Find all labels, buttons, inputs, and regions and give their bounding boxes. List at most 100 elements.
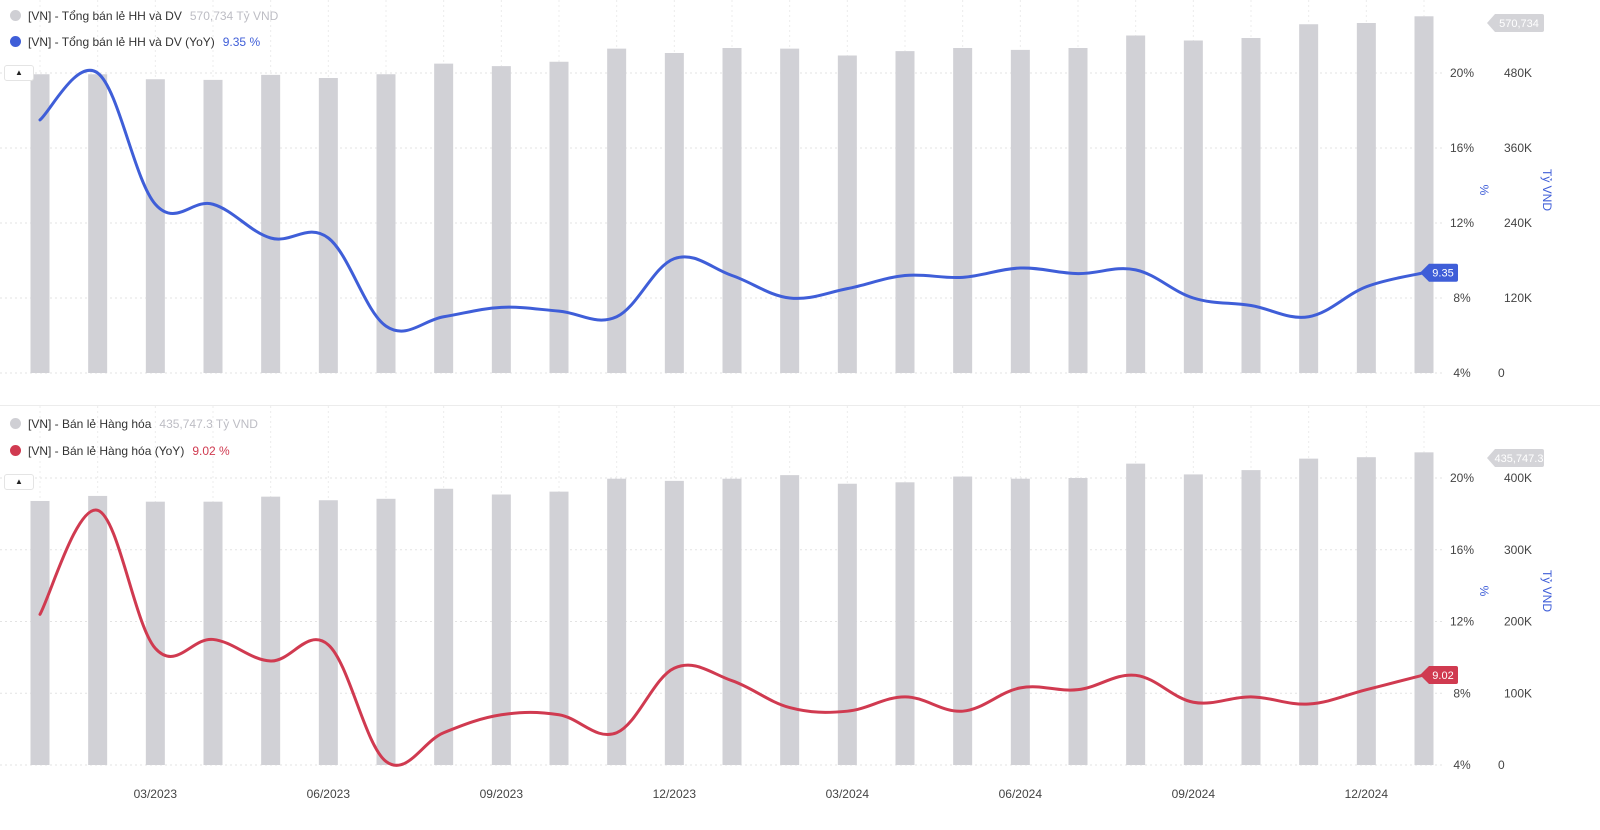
bar — [664, 480, 684, 765]
bar — [1010, 49, 1030, 373]
bar — [1183, 40, 1203, 373]
legend-dot-icon — [10, 445, 21, 456]
bar — [837, 55, 857, 373]
y-left-tick-label: 16% — [1450, 141, 1474, 155]
y-right-tick-label: 480K — [1504, 66, 1532, 80]
bar — [88, 74, 108, 373]
legend-item-bars[interactable]: [VN] - Bán lẻ Hàng hóa 435,747.3 Tỷ VND — [10, 417, 258, 431]
bar — [261, 496, 281, 765]
y-left-tick-label: 20% — [1450, 66, 1474, 80]
line-last-value-badge: 9.02 — [1420, 665, 1458, 684]
legend-label: [VN] - Bán lẻ Hàng hóa — [28, 417, 152, 431]
bar — [1299, 458, 1319, 765]
badge-shape — [1420, 665, 1458, 684]
badge-text: 435,747.3 — [1495, 453, 1544, 465]
legend-value: 9.02 % — [192, 444, 230, 458]
x-tick-label: 06/2023 — [307, 787, 351, 801]
y-right-axis-title: Tỷ VND — [1540, 570, 1554, 612]
bar — [203, 501, 223, 765]
bar — [953, 48, 973, 373]
y-left-axis-title: % — [1477, 586, 1491, 597]
y-right-tick-label: 300K — [1504, 543, 1532, 557]
legend-label: [VN] - Bán lẻ Hàng hóa (YoY) — [28, 444, 185, 458]
badge-shape — [1420, 263, 1458, 282]
bar — [549, 491, 569, 765]
y-right-tick-label: 100K — [1504, 686, 1532, 700]
y-left-tick-label: 12% — [1450, 615, 1474, 629]
bar — [318, 500, 338, 765]
bar — [837, 483, 857, 765]
bar — [1356, 23, 1376, 373]
chevron-up-icon: ▲ — [15, 477, 23, 486]
legend-label: [VN] - Tổng bán lẻ HH và DV — [28, 9, 182, 23]
y-left-tick-label: 4% — [1453, 758, 1471, 772]
y-right-tick-label: 120K — [1504, 291, 1532, 305]
y-left-tick-label: 20% — [1450, 471, 1474, 485]
bar — [1299, 24, 1319, 373]
x-tick-label: 03/2024 — [826, 787, 870, 801]
legend-item-bars[interactable]: [VN] - Tổng bán lẻ HH và DV 570,734 Tỷ VN… — [10, 9, 278, 23]
bar — [1414, 16, 1434, 373]
bar — [1068, 48, 1088, 373]
x-tick-label: 06/2024 — [999, 787, 1043, 801]
x-tick-label: 12/2024 — [1345, 787, 1389, 801]
legend-item-line[interactable]: [VN] - Tổng bán lẻ HH và DV (YoY) 9.35 % — [10, 35, 260, 49]
y-right-tick-label: 240K — [1504, 216, 1532, 230]
x-tick-label: 12/2023 — [653, 787, 697, 801]
line-last-value-badge: 9.35 — [1420, 263, 1458, 282]
badge-shape — [1487, 449, 1544, 467]
collapse-button[interactable]: ▲ — [4, 474, 34, 490]
y-right-tick-label: 200K — [1504, 615, 1532, 629]
bar — [549, 61, 569, 373]
y-left-axis-title: % — [1477, 185, 1491, 196]
y-right-tick-label: 400K — [1504, 471, 1532, 485]
chart-panel-total-retail: 20% 16% 12% 8% 4% 480K 360K 240K 120K 0% Tỷ VND 9.3… — [0, 0, 1600, 405]
legend-dot-icon — [10, 10, 21, 21]
bar — [780, 475, 800, 765]
bar — [88, 495, 108, 765]
bar — [1126, 463, 1146, 765]
bar — [1241, 470, 1261, 765]
y-left-tick-label: 8% — [1453, 686, 1471, 700]
badge-text: 570,734 — [1499, 18, 1539, 30]
chart-goods-retail: 20% 16% 12% 8% 4% 400K 300K 200K 100K 0% Tỷ VND 9.0… — [0, 406, 1554, 801]
bar-last-value-badge: 435,747.3 — [1487, 449, 1544, 467]
bar — [1241, 38, 1261, 373]
chart-panel-goods-retail: 20% 16% 12% 8% 4% 400K 300K 200K 100K 0% Tỷ VND 9.0… — [0, 406, 1600, 830]
bar — [607, 48, 627, 373]
bar — [1068, 478, 1088, 765]
y-right-tick-label: 360K — [1504, 141, 1532, 155]
badge-text: 9.02 — [1432, 670, 1453, 682]
chart-total-retail: 20% 16% 12% 8% 4% 480K 360K 240K 120K 0% Tỷ VND 9.3… — [0, 0, 1554, 380]
bar — [1010, 478, 1030, 765]
bar — [895, 482, 915, 765]
bar — [145, 79, 165, 373]
bar — [607, 478, 627, 765]
line-series — [38, 68, 1426, 333]
bar — [1183, 474, 1203, 765]
y-right-axis-title: Tỷ VND — [1540, 169, 1554, 211]
legend-value: 570,734 Tỷ VND — [189, 9, 279, 23]
bar — [203, 79, 223, 373]
bar — [30, 500, 50, 765]
bar — [953, 476, 973, 765]
badge-shape — [1487, 14, 1544, 32]
legend-item-line[interactable]: [VN] - Bán lẻ Hàng hóa (YoY) 9.02 % — [10, 444, 230, 458]
bar — [376, 74, 396, 373]
legend-value: 435,747.3 Tỷ VND — [159, 417, 258, 431]
bar — [780, 48, 800, 373]
bar — [30, 74, 50, 373]
panel-divider — [0, 405, 1600, 406]
bar — [261, 74, 281, 373]
bar — [1126, 35, 1146, 373]
legend-value: 9.35 % — [222, 35, 261, 49]
y-right-tick-label: 0 — [1498, 758, 1505, 772]
bar — [145, 501, 165, 765]
bar — [434, 63, 454, 373]
x-tick-label: 09/2024 — [1172, 787, 1216, 801]
bar — [1414, 452, 1434, 765]
collapse-button[interactable]: ▲ — [4, 65, 34, 81]
x-tick-label: 03/2023 — [134, 787, 178, 801]
bar — [664, 53, 684, 373]
bar — [376, 498, 396, 765]
